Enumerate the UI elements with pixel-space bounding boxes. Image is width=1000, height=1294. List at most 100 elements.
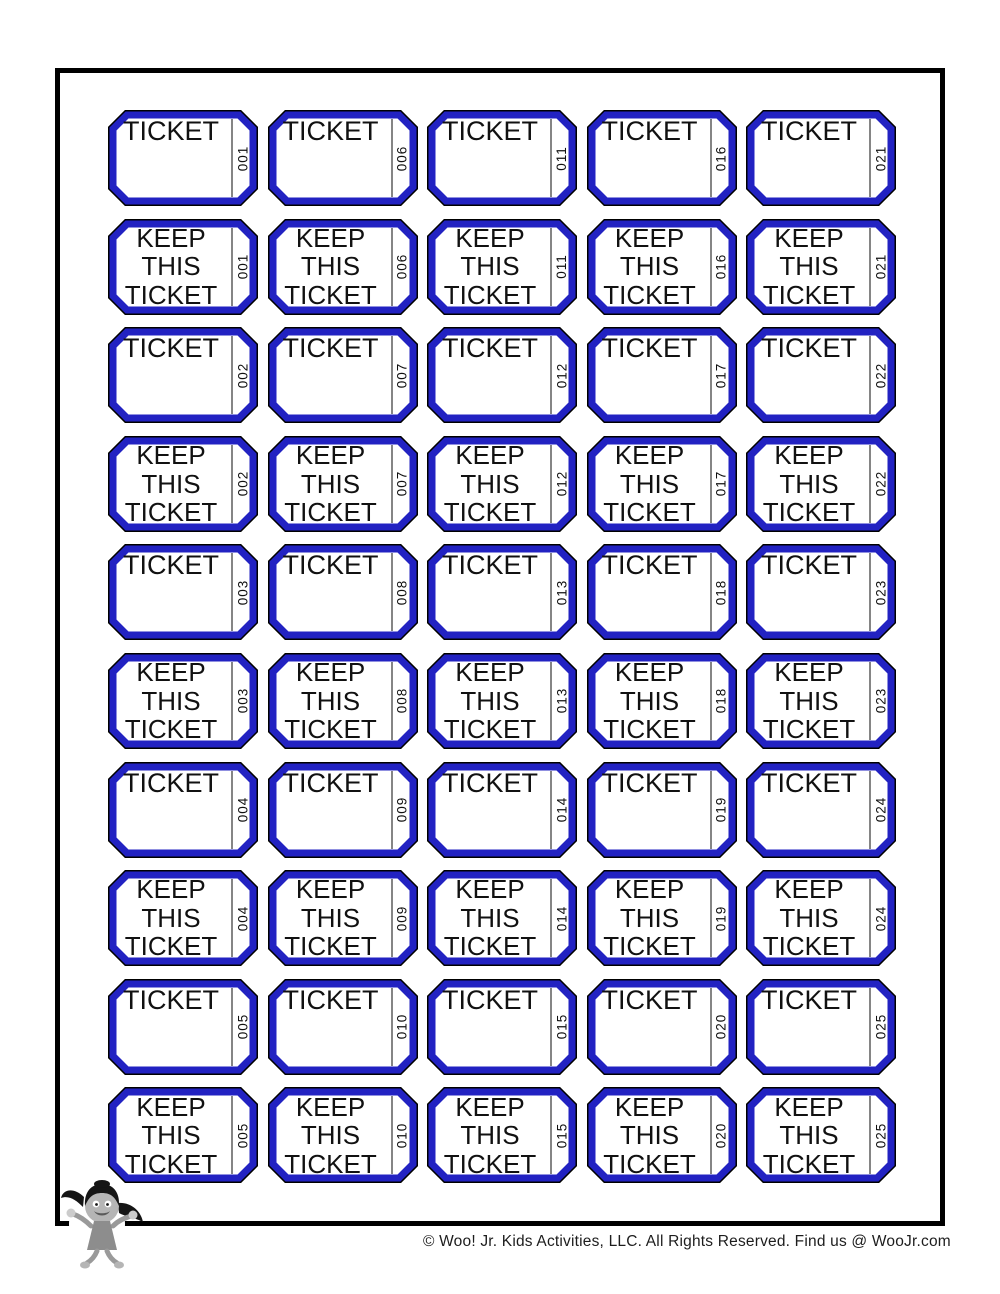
- ticket-label: KEEP THIS TICKET: [762, 222, 856, 310]
- ticket-number: 025: [873, 1122, 888, 1149]
- ticket-label: KEEP THIS TICKET: [762, 657, 856, 745]
- ticket-003: TICKET 003: [108, 544, 258, 641]
- ticket-number: 021: [873, 253, 888, 280]
- ticket-blue-border: [269, 220, 416, 314]
- ticket-label: KEEP THIS TICKET: [443, 874, 537, 962]
- ticket-label: KEEP THIS TICKET: [762, 1091, 856, 1179]
- ticket-label: KEEP THIS TICKET: [284, 440, 377, 528]
- ticket-outline: [586, 218, 737, 315]
- ticket-outline: [586, 870, 737, 967]
- ticket-label: TICKET: [282, 333, 379, 364]
- ticket-016: TICKET 016: [586, 110, 737, 206]
- ticket-blue-border: [109, 220, 257, 314]
- ticket-outline: [427, 761, 577, 858]
- ticket-label: TICKET: [760, 767, 857, 798]
- ticket-number: 009: [394, 796, 410, 823]
- mascot-shoe-right: [114, 1261, 124, 1269]
- mascot-hand-left: [66, 1208, 76, 1218]
- ticket-outline: [427, 218, 577, 315]
- ticket-outline: [427, 327, 577, 424]
- ticket-blue-border: [428, 220, 576, 314]
- ticket-number: 023: [873, 688, 888, 714]
- keep-ticket-006: KEEP THIS TICKET 006: [267, 218, 418, 315]
- ticket-blue-border: [269, 980, 416, 1074]
- ticket-020: TICKET 020: [586, 978, 737, 1075]
- ticket-number: 011: [554, 145, 569, 171]
- ticket-019: TICKET 019: [586, 761, 737, 858]
- ticket-outline: [267, 761, 418, 858]
- ticket-blue-border: [109, 980, 257, 1074]
- ticket-number: 016: [713, 145, 729, 171]
- ticket-outline: [267, 218, 418, 315]
- ticket-label: KEEP THIS TICKET: [124, 1091, 218, 1179]
- keep-ticket-010: KEEP THIS TICKET 010: [267, 1087, 418, 1184]
- ticket-outline: [427, 110, 577, 206]
- keep-ticket-008: KEEP THIS TICKET 008: [267, 652, 418, 749]
- ticket-blue-border: [269, 545, 416, 639]
- ticket-021: TICKET 021: [746, 110, 896, 206]
- ticket-014: TICKET 014: [427, 761, 577, 858]
- ticket-number: 024: [873, 796, 888, 823]
- ticket-label: TICKET: [601, 333, 698, 364]
- ticket-number: 020: [713, 1013, 729, 1040]
- ticket-number: 018: [713, 688, 729, 714]
- ticket-number: 017: [713, 362, 729, 388]
- ticket-outline: [586, 544, 737, 641]
- ticket-outline: [746, 870, 896, 967]
- ticket-outline: [586, 327, 737, 424]
- ticket-blue-border: [109, 328, 257, 422]
- ticket-label: TICKET: [122, 550, 219, 581]
- ticket-010: TICKET 010: [267, 978, 418, 1075]
- ticket-outline: [108, 761, 258, 858]
- ticket-blue-border: [109, 654, 257, 748]
- keep-ticket-014: KEEP THIS TICKET 014: [427, 870, 577, 967]
- ticket-label: TICKET: [601, 984, 698, 1015]
- ticket-outline: [586, 652, 737, 749]
- ticket-blue-border: [588, 871, 735, 965]
- keep-ticket-025: KEEP THIS TICKET 025: [746, 1087, 896, 1184]
- page-border-frame: [55, 68, 945, 1226]
- ticket-blue-border: [747, 871, 895, 965]
- ticket-label: KEEP THIS TICKET: [443, 222, 537, 310]
- ticket-label: KEEP THIS TICKET: [603, 1091, 696, 1179]
- mascot-dress: [87, 1221, 117, 1250]
- ticket-011: TICKET 011: [427, 110, 577, 206]
- ticket-blue-border: [747, 545, 895, 639]
- ticket-blue-border: [588, 220, 735, 314]
- ticket-blue-border: [269, 1088, 416, 1182]
- ticket-grid: TICKET 001 TICKET 006 TICKET 011 TICKET 016 TICK…: [108, 110, 896, 1184]
- ticket-blue-border: [428, 980, 576, 1074]
- ticket-001: TICKET 001: [108, 110, 258, 206]
- ticket-number: 025: [873, 1013, 888, 1040]
- ticket-number: 016: [713, 253, 729, 280]
- ticket-002: TICKET 002: [108, 327, 258, 424]
- ticket-number: 021: [873, 145, 888, 171]
- ticket-number: 007: [394, 362, 410, 388]
- ticket-outline: [586, 761, 737, 858]
- ticket-025: TICKET 025: [746, 978, 896, 1075]
- ticket-number: 009: [394, 905, 410, 931]
- ticket-label: TICKET: [122, 984, 219, 1015]
- ticket-blue-border: [428, 654, 576, 748]
- ticket-blue-border: [588, 654, 735, 748]
- ticket-022: TICKET 022: [746, 327, 896, 424]
- ticket-label: KEEP THIS TICKET: [603, 657, 696, 745]
- ticket-outline: [427, 652, 577, 749]
- ticket-017: TICKET 017: [586, 327, 737, 424]
- keep-ticket-003: KEEP THIS TICKET 003: [108, 652, 258, 749]
- ticket-blue-border: [747, 437, 895, 531]
- ticket-number: 024: [873, 905, 888, 931]
- ticket-number: 014: [554, 796, 569, 823]
- ticket-blue-border: [269, 111, 416, 205]
- ticket-number: 002: [235, 471, 250, 497]
- ticket-number: 010: [394, 1122, 410, 1149]
- mascot-leg-right: [104, 1248, 120, 1266]
- ticket-number: 011: [554, 254, 569, 279]
- ticket-blue-border: [109, 763, 257, 857]
- ticket-blue-border: [428, 871, 576, 965]
- ticket-blue-border: [109, 111, 257, 205]
- ticket-outline: [108, 652, 258, 749]
- ticket-label: TICKET: [282, 116, 379, 146]
- keep-ticket-024: KEEP THIS TICKET 024: [746, 870, 896, 967]
- ticket-number: 013: [554, 688, 569, 714]
